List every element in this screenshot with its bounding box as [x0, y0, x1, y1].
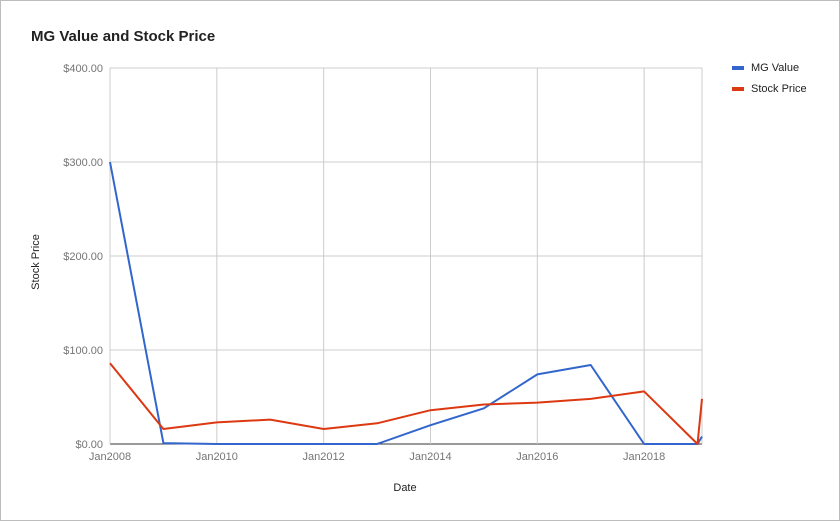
x-axis-title: Date	[393, 482, 416, 494]
legend: MG Value Stock Price	[732, 61, 807, 103]
y-axis-title: Stock Price	[30, 234, 42, 290]
legend-label-mg-value: MG Value	[751, 62, 800, 74]
legend-label-stock-price: Stock Price	[751, 83, 807, 95]
x-tick-label: Jan2018	[623, 451, 665, 463]
legend-swatch-mg-value	[732, 66, 744, 70]
y-tick-labels: $400.00 $300.00 $200.00 $100.00 $0.00	[63, 63, 103, 451]
y-tick-label: $0.00	[75, 439, 103, 451]
x-tick-label: Jan2014	[409, 451, 451, 463]
legend-item-stock-price[interactable]: Stock Price	[732, 82, 807, 96]
gridlines	[109, 67, 703, 445]
y-tick-label: $200.00	[63, 251, 103, 263]
series-line-stock-price[interactable]	[109, 362, 703, 445]
x-tick-label: Jan2016	[516, 451, 558, 463]
x-tick-label: Jan2008	[89, 451, 131, 463]
series-line-mg-value[interactable]	[109, 161, 703, 445]
legend-item-mg-value[interactable]: MG Value	[732, 61, 807, 75]
x-tick-labels: Jan2008 Jan2010 Jan2012 Jan2014 Jan2016 Jan20…	[89, 451, 665, 463]
y-tick-label: $100.00	[63, 345, 103, 357]
x-tick-label: Jan2010	[196, 451, 238, 463]
x-tick-label: Jan2012	[303, 451, 345, 463]
legend-swatch-stock-price	[732, 87, 744, 91]
y-tick-label: $400.00	[63, 63, 103, 75]
series-lines	[109, 161, 703, 445]
chart-title: MG Value and Stock Price	[31, 28, 216, 45]
y-tick-label: $300.00	[63, 157, 103, 169]
